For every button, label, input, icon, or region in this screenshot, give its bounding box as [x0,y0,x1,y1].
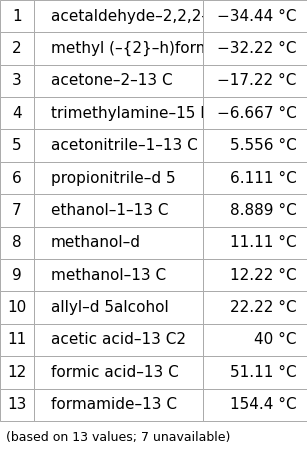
Text: (based on 13 values; 7 unavailable): (based on 13 values; 7 unavailable) [6,431,231,444]
